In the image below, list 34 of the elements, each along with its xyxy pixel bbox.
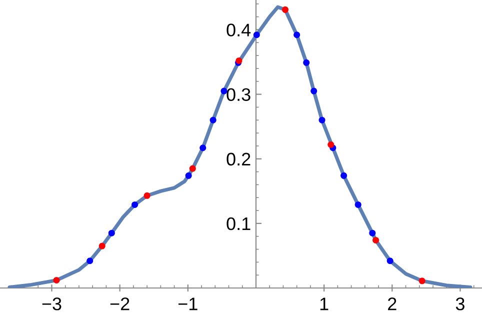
point [210,116,216,124]
point [189,165,196,172]
point [108,230,115,236]
line-series [8,5,472,288]
point [144,192,150,199]
y-tick-label: 0.4 [226,24,251,36]
x-tick-label: 1 [320,298,328,310]
point [282,6,289,13]
point [386,258,394,264]
point [303,59,310,66]
point [86,258,94,264]
x-tick-label: −2 [110,298,130,310]
point [328,141,334,148]
point [418,278,426,284]
y-tick-label: 0.1 [226,217,250,230]
point [253,32,260,38]
x-tick-label: −1 [178,298,198,310]
point [354,201,362,208]
y-tick-label: 0.2 [226,152,250,166]
point [340,172,348,179]
point [318,116,326,124]
point [369,230,376,236]
y-tick-label: 0.3 [226,88,250,101]
point [294,32,300,38]
x-tick-label: 3 [456,298,464,310]
point [53,276,60,284]
point [132,201,138,208]
point [372,236,380,244]
point [200,144,206,152]
point [310,88,318,94]
x-tick-label: −3 [42,298,62,310]
point [185,172,192,179]
point [98,242,106,250]
x-tick-label: 2 [388,298,396,310]
